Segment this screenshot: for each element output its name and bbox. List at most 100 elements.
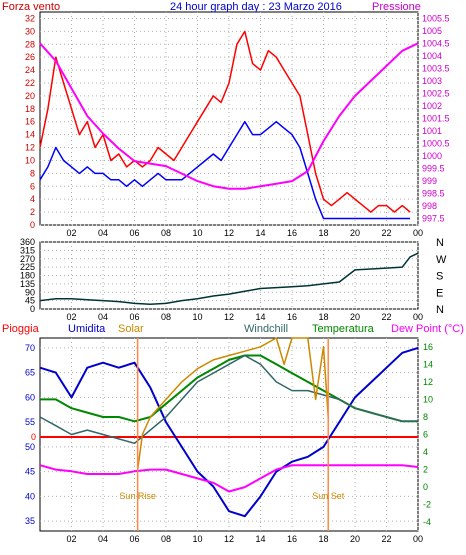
- wind-y-tick-label: 2: [30, 207, 35, 217]
- direction-y-tick-label: 270: [20, 254, 35, 264]
- solar-line: [136, 337, 329, 470]
- x-tick-label: 16: [287, 312, 297, 322]
- wind-mean-line: [39, 120, 411, 220]
- x-tick-label: 04: [98, 534, 108, 544]
- x-tick-label: 12: [224, 534, 234, 544]
- pressure-y-tick-label: 1005: [422, 26, 442, 36]
- temperature-y-tick-label: 8: [423, 412, 428, 422]
- x-tick-label: 10: [192, 534, 202, 544]
- pressure-y-tick-label: 1000: [422, 151, 442, 161]
- compass-label: E: [436, 287, 443, 299]
- humidity-y-tick-label: 55: [25, 417, 35, 427]
- rain-zero-label: 0: [31, 432, 36, 442]
- wind-y-tick-label: 10: [25, 155, 35, 165]
- pressure-y-tick-label: 1005.5: [422, 13, 450, 23]
- pressure-y-tick-label: 1001: [422, 126, 442, 136]
- temperature-y-tick-label: 14: [423, 359, 433, 369]
- rain-legend: Pioggia: [2, 323, 40, 335]
- x-tick-label: 08: [161, 312, 171, 322]
- x-tick-label: 12: [224, 312, 234, 322]
- humidity-y-tick-label: 35: [25, 516, 35, 526]
- direction-y-tick-label: 225: [20, 262, 35, 272]
- x-tick-label: 22: [381, 228, 391, 238]
- pressure-y-tick-label: 997.5: [422, 214, 445, 224]
- x-tick-label: 18: [318, 534, 328, 544]
- humidity-legend: Umidita: [68, 323, 106, 335]
- x-tick-label: 04: [98, 312, 108, 322]
- x-tick-label: 18: [318, 312, 328, 322]
- temperature-y-tick-label: 6: [423, 430, 428, 440]
- compass-label: S: [436, 271, 443, 283]
- humidity-y-tick-label: 70: [25, 343, 35, 353]
- wind-y-tick-label: 24: [25, 65, 35, 75]
- x-tick-label: 22: [381, 534, 391, 544]
- direction-y-tick-label: 135: [20, 279, 35, 289]
- direction-y-tick-label: 0: [30, 304, 35, 314]
- pressure-y-tick-label: 1004: [422, 51, 442, 61]
- temperature-y-tick-label: 12: [423, 377, 433, 387]
- x-tick-label: 00: [413, 228, 423, 238]
- x-tick-label: 02: [66, 312, 76, 322]
- temperature-y-tick-label: -2: [423, 500, 431, 510]
- humidity-y-tick-label: 45: [25, 467, 35, 477]
- temperature-y-tick-label: 0: [423, 482, 428, 492]
- direction-y-tick-label: 315: [20, 245, 35, 255]
- x-tick-label: 10: [192, 228, 202, 238]
- x-tick-label: 06: [129, 228, 139, 238]
- wind-y-tick-label: 20: [25, 91, 35, 101]
- wind-direction-line: [39, 252, 419, 306]
- x-tick-label: 18: [318, 228, 328, 238]
- pressure-y-tick-label: 999.5: [422, 164, 445, 174]
- x-tick-label: 04: [98, 228, 108, 238]
- solar-legend: Solar: [118, 323, 144, 335]
- pressure-y-tick-label: 1002.5: [422, 88, 450, 98]
- pressure-y-tick-label: 998.5: [422, 189, 445, 199]
- pressure-y-tick-label: 1000.5: [422, 139, 450, 149]
- wind-y-tick-label: 18: [25, 104, 35, 114]
- wind-y-tick-label: 6: [30, 181, 35, 191]
- direction-y-tick-label: 180: [20, 271, 35, 281]
- x-tick-label: 14: [255, 312, 265, 322]
- wind-gust-line: [39, 30, 411, 213]
- wind-y-tick-label: 14: [25, 130, 35, 140]
- humidity-y-tick-label: 40: [25, 491, 35, 501]
- temperature-y-tick-label: 2: [423, 465, 428, 475]
- x-tick-label: 20: [350, 228, 360, 238]
- x-tick-label: 08: [161, 228, 171, 238]
- humidity-y-tick-label: 60: [25, 392, 35, 402]
- wind-y-tick-label: 32: [25, 13, 35, 23]
- x-tick-label: 12: [224, 228, 234, 238]
- wind-y-tick-label: 0: [30, 220, 35, 230]
- x-tick-label: 02: [66, 534, 76, 544]
- wind-y-tick-label: 16: [25, 117, 35, 127]
- pressure-y-tick-label: 1003: [422, 76, 442, 86]
- sunrise-label: Sun Rise: [119, 491, 156, 501]
- humidity-line: [39, 346, 419, 518]
- pressure-y-tick-label: 999: [422, 176, 437, 186]
- wind-y-tick-label: 12: [25, 143, 35, 153]
- chart-title: 24 hour graph day : 23 Marzo 2016: [170, 1, 342, 13]
- humidity-y-tick-label: 65: [25, 368, 35, 378]
- x-tick-label: 22: [381, 312, 391, 322]
- dewpoint-line: [39, 464, 419, 493]
- pressure-y-tick-label: 1002: [422, 101, 442, 111]
- x-tick-label: 02: [66, 228, 76, 238]
- pressure-line: [39, 42, 419, 190]
- wind-y-tick-label: 30: [25, 26, 35, 36]
- direction-y-tick-label: 360: [20, 237, 35, 247]
- pressure-axis-title: Pressione: [372, 1, 421, 13]
- temperature-y-tick-label: -4: [423, 517, 431, 527]
- wind-y-tick-label: 28: [25, 39, 35, 49]
- temperature-legend: Temperatura: [312, 323, 375, 335]
- pressure-y-tick-label: 1004.5: [422, 38, 450, 48]
- wind-y-tick-label: 4: [30, 194, 35, 204]
- direction-y-tick-label: 45: [25, 296, 35, 306]
- pressure-y-tick-label: 998: [422, 201, 437, 211]
- humidity-y-tick-label: 50: [25, 442, 35, 452]
- compass-label: W: [436, 254, 447, 266]
- windchill-legend: Windchill: [244, 323, 288, 335]
- x-tick-label: 16: [287, 534, 297, 544]
- windchill-line: [39, 354, 418, 445]
